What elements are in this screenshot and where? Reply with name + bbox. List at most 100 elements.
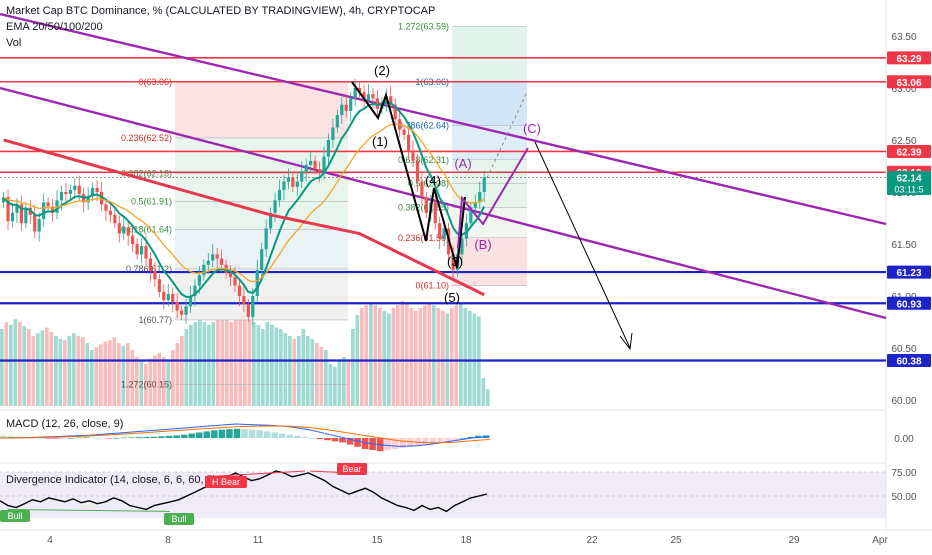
candle-body xyxy=(353,88,357,99)
volume-bar xyxy=(463,308,468,406)
x-tick-label: 4 xyxy=(47,535,53,546)
macd-histogram-bar xyxy=(113,438,120,439)
h-bear-divergence-line xyxy=(204,470,306,478)
candle-body xyxy=(389,96,393,105)
candle-body xyxy=(24,207,28,224)
candle-body xyxy=(73,185,77,190)
macd-histogram-bar xyxy=(339,438,346,443)
candle-body xyxy=(33,214,37,232)
candle-body xyxy=(162,291,166,301)
ema-200-line xyxy=(3,138,485,297)
x-tick-label: 18 xyxy=(460,535,472,546)
candle-body xyxy=(46,202,50,207)
volume-legend: Vol xyxy=(6,37,22,49)
candle-body xyxy=(251,296,255,317)
price-tag xyxy=(887,296,931,310)
volume-bar xyxy=(40,330,45,406)
volume-bar xyxy=(283,333,288,406)
candle-body xyxy=(104,204,108,211)
volume-bar xyxy=(364,305,369,406)
volume-bar xyxy=(148,358,153,406)
candle-body xyxy=(6,197,10,222)
volume-bar xyxy=(265,322,270,406)
fib-level-label: 0.382(61.85) xyxy=(398,203,449,213)
macd-histogram-bar xyxy=(271,432,278,438)
candle-body xyxy=(148,258,153,272)
x-tick-label: 15 xyxy=(371,535,383,546)
candle-body xyxy=(344,104,348,111)
candle-body xyxy=(126,227,130,236)
macd-histogram-bar xyxy=(316,438,324,440)
candle-body xyxy=(451,254,455,270)
macd-histogram-bar xyxy=(7,436,15,438)
volume-bar xyxy=(202,322,207,406)
volume-bar xyxy=(67,336,72,406)
chart-title: Market Cap BTC Dominance, % (CALCULATED … xyxy=(6,5,436,17)
wave-label: (5) xyxy=(444,290,460,305)
macd-histogram-bar xyxy=(45,438,52,439)
price-tag xyxy=(887,75,931,89)
x-tick-label: 25 xyxy=(670,535,682,546)
projection-arrow-head xyxy=(619,332,633,351)
candle-body xyxy=(131,235,135,244)
candle-body xyxy=(175,302,179,311)
macd-histogram-bar xyxy=(188,433,195,438)
fib-zone xyxy=(175,81,348,138)
macd-histogram-bar xyxy=(52,438,60,439)
macd-histogram-bar xyxy=(218,429,226,438)
candle-body xyxy=(358,88,362,93)
candle-body xyxy=(228,273,233,278)
volume-bar xyxy=(400,301,405,406)
macd-histogram-bar xyxy=(429,438,437,444)
candle-body xyxy=(237,285,242,296)
rsi-tick-label: 75.00 xyxy=(891,468,916,479)
volume-bar xyxy=(432,305,436,406)
candle-body xyxy=(59,192,64,201)
elliott-wave-path xyxy=(351,81,466,269)
volume-bar xyxy=(373,305,378,406)
candle-body xyxy=(242,296,246,305)
volume-bar xyxy=(486,389,490,406)
candle-body xyxy=(171,293,175,303)
volume-bar xyxy=(166,359,171,406)
candle-body xyxy=(478,192,482,203)
price-tag-label: 60.38 xyxy=(896,356,921,367)
candle-body xyxy=(438,223,442,239)
y-tick-label: 60.50 xyxy=(891,344,916,355)
price-tag-label: 63.29 xyxy=(896,54,921,65)
volume-bar xyxy=(346,359,351,406)
macd-title: MACD (12, 26, close, 9) xyxy=(6,418,123,430)
price-tag-label: 62.14 xyxy=(896,173,921,184)
candle-body xyxy=(153,271,157,280)
price-tag-label: 61.23 xyxy=(896,268,921,279)
volume-bar xyxy=(324,350,328,406)
candle-body xyxy=(157,279,161,292)
volume-bar xyxy=(247,319,252,406)
volume-bar xyxy=(270,324,274,406)
candle-body xyxy=(277,189,282,201)
candle-body xyxy=(282,181,286,190)
volume-bar xyxy=(279,329,283,406)
volume-bar xyxy=(333,366,337,406)
divergence-tag-label: Bull xyxy=(7,511,22,521)
channel-upper-line xyxy=(0,12,887,226)
candle-body xyxy=(460,238,464,255)
ema-20-line xyxy=(2,101,486,298)
candle-body xyxy=(286,177,290,182)
macd-histogram-bar xyxy=(165,435,173,438)
volume-bar xyxy=(234,317,238,406)
abc-wave-path xyxy=(457,147,529,249)
macd-histogram-bar xyxy=(399,438,407,448)
volume-bar xyxy=(85,343,90,406)
x-tick-label: 22 xyxy=(586,535,598,546)
fib-zone xyxy=(452,81,527,126)
candle-body xyxy=(113,214,117,224)
price-tag-label: 62.39 xyxy=(896,147,921,158)
candle-body xyxy=(442,228,446,239)
fib-level-label: 1.272(60.15) xyxy=(121,379,172,389)
fib-level-label: 0.786(62.64) xyxy=(398,120,449,130)
volume-bar xyxy=(337,361,342,406)
volume-bar xyxy=(189,324,193,406)
candle-body xyxy=(108,210,112,215)
